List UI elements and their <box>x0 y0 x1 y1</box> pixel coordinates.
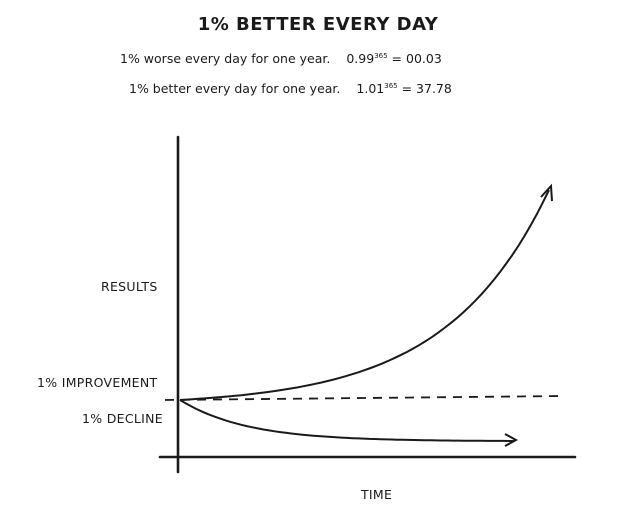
decline-curve <box>179 399 514 442</box>
y-axis-label: RESULTS <box>101 279 158 294</box>
better-result: 37.78 <box>416 81 452 96</box>
worse-base: 0.99 <box>346 51 375 66</box>
baseline-dashed <box>164 395 566 401</box>
worse-description: 1% worse every day for one year. <box>120 51 331 66</box>
better-exponent: 365 <box>384 81 398 90</box>
better-equals: = <box>397 81 417 96</box>
worse-equation: 1% worse every day for one year. 0.99365 … <box>120 51 442 66</box>
worse-equals: = <box>387 51 406 66</box>
x-axis-label: TIME <box>361 487 393 502</box>
better-base: 1.01 <box>356 81 385 96</box>
worse-result: 00.03 <box>406 51 442 66</box>
improvement-arrowhead <box>540 183 553 202</box>
improvement-label: 1% IMPROVEMENT <box>37 375 158 390</box>
decline-arrowhead <box>504 433 519 447</box>
decline-label: 1% DECLINE <box>82 411 163 426</box>
better-equation: 1% better every day for one year. 1.01365… <box>129 81 452 96</box>
chart-title: 1% BETTER EVERY DAY <box>197 14 439 35</box>
worse-exponent: 365 <box>374 51 388 60</box>
improvement-curve <box>179 189 550 401</box>
better-description: 1% better every day for one year. <box>129 81 341 96</box>
